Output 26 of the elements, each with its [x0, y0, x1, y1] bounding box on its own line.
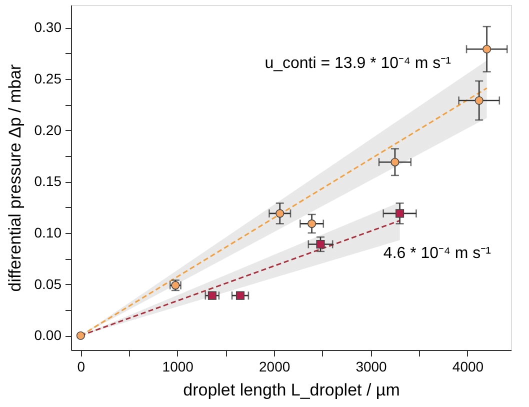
y-tick-label: 0.20: [34, 122, 62, 138]
point: [482, 44, 492, 54]
point: [474, 96, 484, 105]
y-tick-label: 0.05: [34, 276, 62, 292]
point: [236, 291, 245, 300]
y-tick-label: 0.10: [34, 224, 62, 240]
y-axis-title: differential pressure Δp / mbar: [5, 64, 24, 292]
point: [208, 291, 216, 300]
y-tick-label: 0.30: [34, 19, 62, 36]
point: [276, 209, 284, 218]
annotation: 4.6 * 10⁻⁴ m s⁻¹: [383, 245, 491, 262]
point: [308, 219, 316, 228]
y-tick-label: 0.15: [34, 173, 62, 190]
x-tick-label: 1000: [162, 358, 194, 374]
x-tick-label: 4000: [452, 358, 484, 374]
y-tick-label: 0.25: [34, 70, 62, 86]
x-tick-label: 2000: [259, 358, 290, 374]
point: [316, 240, 325, 249]
point: [76, 331, 85, 340]
x-axis-title: droplet length L_droplet / µm: [183, 380, 400, 400]
x-tick-label: 3000: [356, 358, 388, 374]
point: [396, 209, 404, 218]
y-tick-label: 0.00: [34, 327, 62, 344]
x-tick-label: 0: [77, 358, 86, 374]
annotation: u_conti = 13.9 * 10⁻⁴ m s⁻¹: [264, 55, 451, 72]
point: [390, 158, 400, 166]
